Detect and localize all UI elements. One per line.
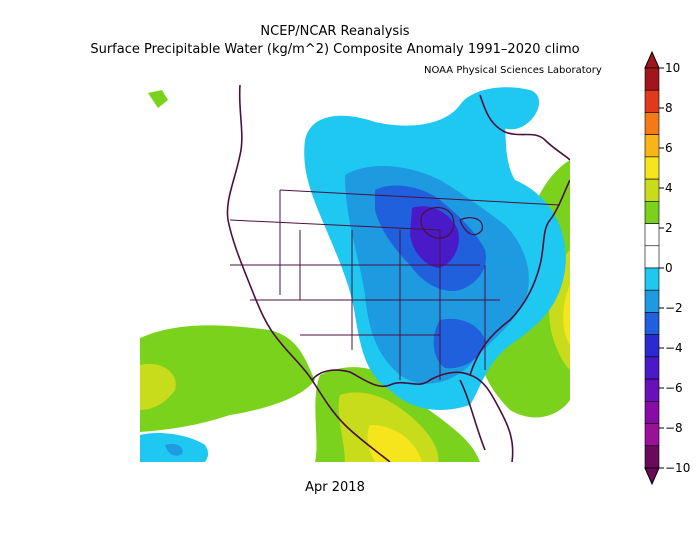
- colorbar-tick-label: −4: [665, 341, 683, 355]
- positive-anomaly-mexico-core: [367, 425, 422, 462]
- state-borders: [229, 189, 561, 380]
- positive-anomaly-mexico-mid: [338, 392, 439, 462]
- credit-label: NOAA Physical Sciences Laboratory: [424, 65, 602, 76]
- coastlines: [226, 84, 570, 462]
- colorbar-cell: [644, 356, 660, 380]
- colorbar-tick-label: −10: [665, 461, 690, 475]
- colorbar-cell: [644, 245, 660, 269]
- colorbar-tick-label: 6: [665, 141, 673, 155]
- positive-anomaly-atlantic-core: [563, 285, 570, 345]
- map-subtitle: Surface Precipitable Water (kg/m^2) Comp…: [90, 42, 580, 57]
- negative-anomaly-sw-patch-core: [165, 444, 183, 456]
- colorbar-tick-label: 2: [665, 221, 673, 235]
- colorbar-max-arrow: [644, 50, 660, 69]
- colorbar-min-arrow: [644, 467, 660, 486]
- positive-anomaly-pacific: [148, 90, 168, 108]
- colorbar-cell: [644, 401, 660, 424]
- colorbar-cell: [644, 378, 660, 402]
- colorbar-tick-label: −6: [665, 381, 683, 395]
- colorbar: 10 8 6 4 2 0 −2 −4 −6 −8 −10: [644, 50, 690, 486]
- great-lakes: [420, 206, 483, 239]
- colorbar-cell: [644, 445, 660, 469]
- colorbar-cell: [644, 267, 660, 291]
- colorbar-tick-label: 4: [665, 181, 673, 195]
- negative-anomaly-light-north: [460, 87, 540, 130]
- colorbar-cell: [644, 289, 660, 313]
- colorbar-cell: [644, 134, 660, 158]
- colorbar-cell: [644, 89, 660, 113]
- colorbar-tick-label: −2: [665, 301, 683, 315]
- colorbar-cell: [644, 156, 660, 180]
- colorbar-cell: [644, 312, 660, 335]
- colorbar-cell: [644, 423, 660, 447]
- colorbar-ticks: 10 8 6 4 2 0 −2 −4 −6 −8 −10: [659, 61, 690, 475]
- anomaly-map: [140, 80, 570, 462]
- colorbar-tick-label: 0: [665, 261, 673, 275]
- colorbar-cell: [644, 201, 660, 224]
- colorbar-cells: [644, 50, 660, 486]
- map-title: NCEP/NCAR Reanalysis: [260, 24, 410, 39]
- colorbar-cell: [644, 223, 660, 247]
- colorbar-cell: [644, 334, 660, 358]
- colorbar-tick-label: 10: [665, 61, 680, 75]
- negative-anomaly-strong-south: [433, 318, 485, 369]
- colorbar-cell: [644, 67, 660, 91]
- positive-anomaly-southwest-core: [140, 363, 176, 410]
- colorbar-cell: [644, 112, 660, 135]
- date-label: Apr 2018: [305, 480, 365, 495]
- colorbar-tick-label: −8: [665, 421, 683, 435]
- colorbar-cell: [644, 178, 660, 202]
- colorbar-tick-label: 8: [665, 101, 673, 115]
- positive-anomaly-southwest: [140, 325, 315, 432]
